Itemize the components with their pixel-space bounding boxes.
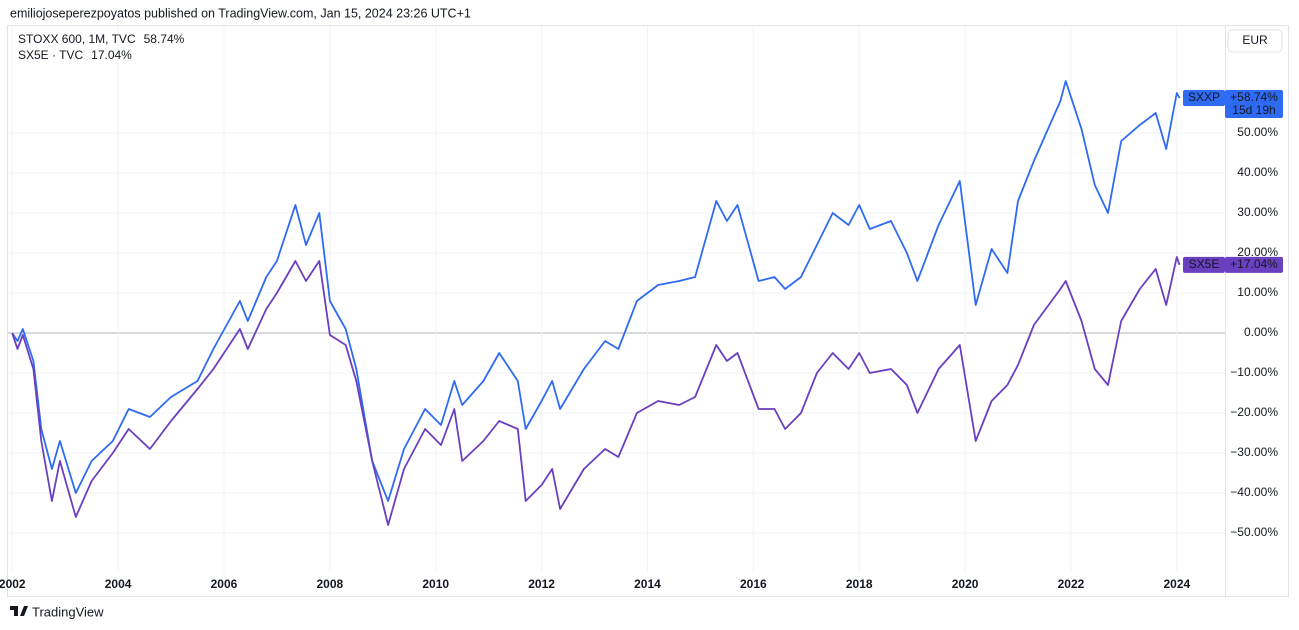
x-tick-label: 2020 bbox=[952, 577, 979, 591]
y-tick-label: −30.00% bbox=[1230, 445, 1278, 459]
y-tick-label: 40.00% bbox=[1237, 165, 1278, 179]
x-tick-label: 2018 bbox=[846, 577, 873, 591]
price-tag-name-box bbox=[1183, 90, 1225, 107]
x-tick-label: 2016 bbox=[740, 577, 767, 591]
x-tick-label: 2008 bbox=[316, 577, 343, 591]
x-tick-label: 2002 bbox=[0, 577, 26, 591]
y-tick-label: 10.00% bbox=[1237, 285, 1278, 299]
legend-name: STOXX 600, 1M, TVC bbox=[18, 32, 136, 46]
price-tag-label: +58.74% bbox=[1230, 90, 1278, 104]
x-tick-label: 2010 bbox=[422, 577, 449, 591]
price-tag-box bbox=[1225, 256, 1283, 273]
price-tag-name: SX5E bbox=[1189, 257, 1220, 271]
legend-value: 17.04% bbox=[91, 48, 132, 62]
y-tick-label: −10.00% bbox=[1230, 365, 1278, 379]
brand: TradingView bbox=[32, 604, 104, 619]
currency-button[interactable] bbox=[1227, 29, 1283, 53]
publisher-note: emiliojoseperezpoyatos published on Trad… bbox=[10, 6, 471, 20]
series-line bbox=[11, 256, 1181, 526]
currency[interactable]: EUR bbox=[1242, 33, 1268, 47]
series-line bbox=[11, 80, 1181, 502]
legend-value: 58.74% bbox=[144, 32, 185, 46]
brand-icon bbox=[10, 606, 28, 616]
y-tick-label: −40.00% bbox=[1230, 485, 1278, 499]
countdown: 15d 19h bbox=[1232, 103, 1275, 117]
x-tick-label: 2024 bbox=[1163, 577, 1190, 591]
price-tag-box bbox=[1225, 90, 1283, 119]
x-tick-label: 2012 bbox=[528, 577, 555, 591]
price-tag-name: SXXP bbox=[1188, 90, 1220, 104]
x-tick-label: 2014 bbox=[634, 577, 661, 591]
chart-frame bbox=[7, 25, 1289, 597]
x-tick-label: 2004 bbox=[105, 577, 132, 591]
brand-logo: TradingView bbox=[10, 604, 104, 619]
legend-name: SX5E · TVC bbox=[18, 48, 83, 62]
y-tick-label: 20.00% bbox=[1237, 245, 1278, 259]
price-tag-name-box bbox=[1183, 256, 1225, 273]
y-tick-label: 0.00% bbox=[1244, 325, 1278, 339]
x-tick-label: 2022 bbox=[1058, 577, 1085, 591]
y-tick-label: −20.00% bbox=[1230, 405, 1278, 419]
price-tag-label: +17.04% bbox=[1230, 257, 1278, 271]
y-tick-label: 30.00% bbox=[1237, 205, 1278, 219]
y-tick-label: −50.00% bbox=[1230, 525, 1278, 539]
x-tick-label: 2006 bbox=[211, 577, 238, 591]
y-tick-label: 50.00% bbox=[1237, 125, 1278, 139]
